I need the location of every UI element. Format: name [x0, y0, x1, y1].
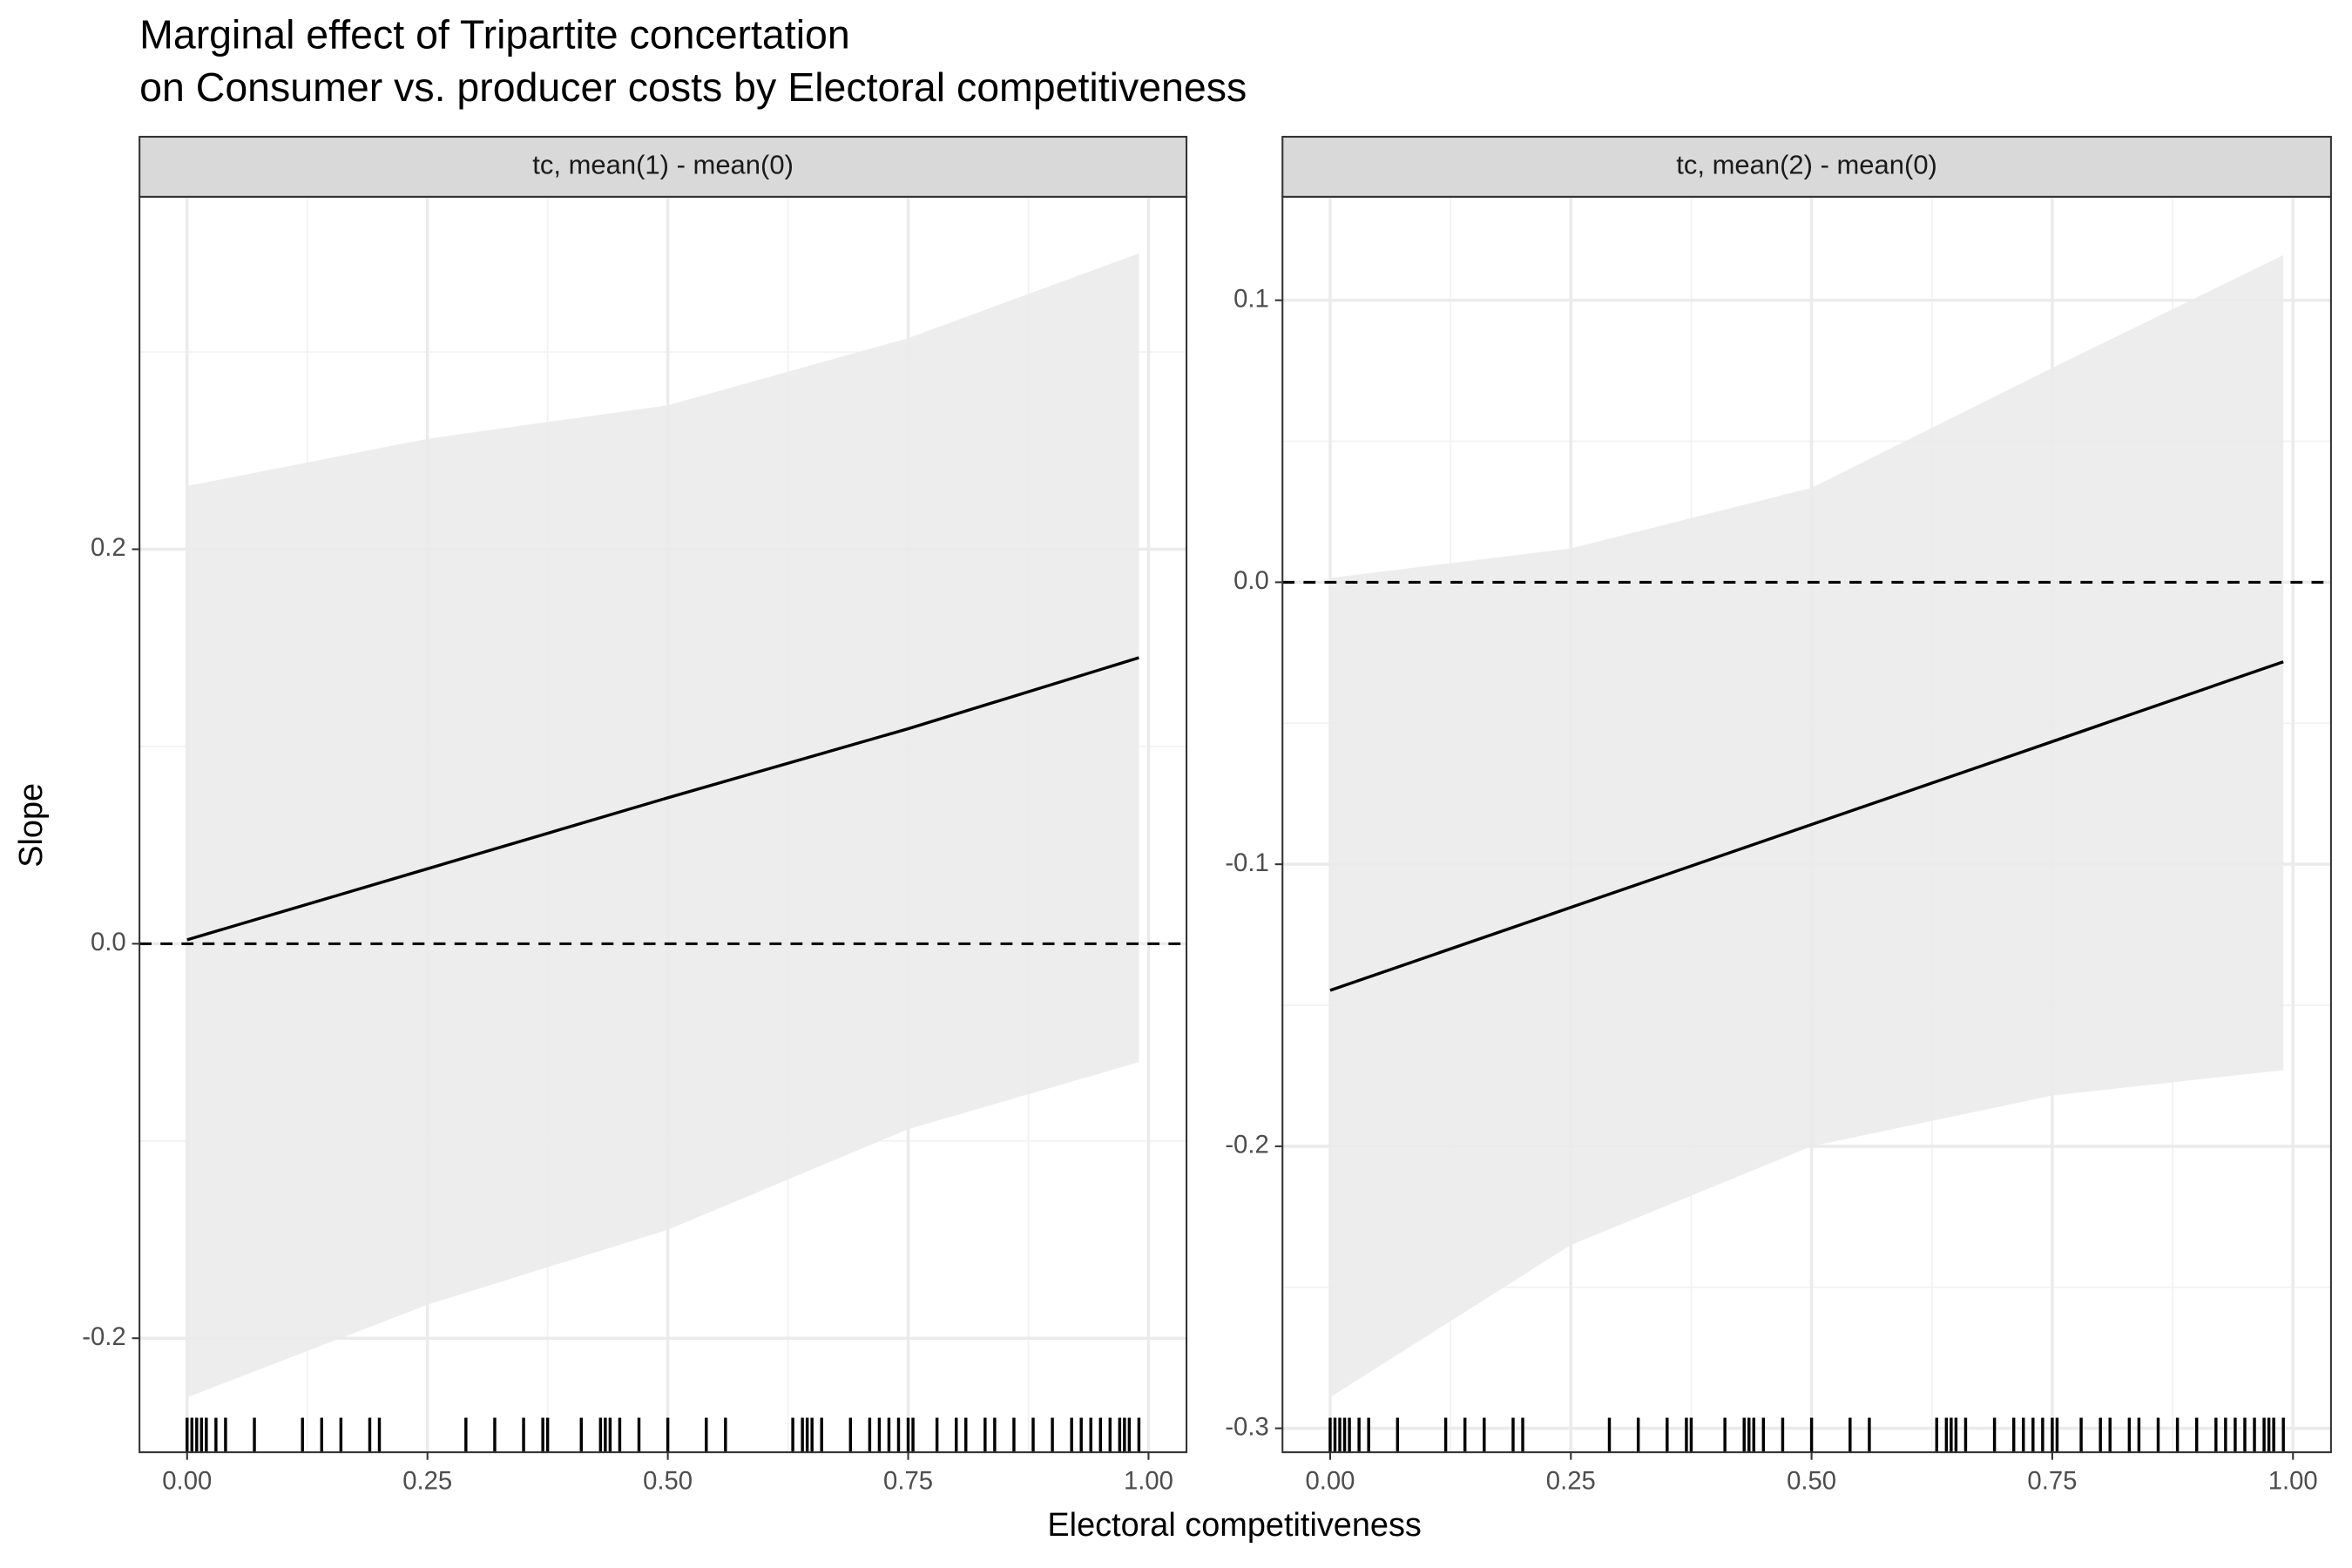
y-tick-label: 0.1 — [1233, 285, 1269, 313]
x-axis-title: Electoral competitiveness — [1047, 1507, 1421, 1544]
y-tick-label: -0.1 — [1225, 849, 1268, 877]
strip-background — [139, 135, 1188, 198]
x-tick-label: 0.50 — [1787, 1467, 1836, 1495]
y-tick-label: 0.0 — [91, 929, 126, 956]
x-tick-label: 0.75 — [883, 1467, 933, 1495]
title-line: Marginal effect of Tripartite concertati… — [139, 12, 850, 57]
x-tick-label: 0.00 — [162, 1467, 212, 1495]
y-tick-label: -0.2 — [1225, 1132, 1268, 1159]
x-tick-label: 1.00 — [1124, 1467, 1173, 1495]
x-tick-label: 0.50 — [643, 1467, 693, 1495]
effect-line — [186, 656, 1139, 942]
x-tick-label: 0.25 — [402, 1467, 452, 1495]
y-tick-label: 0.2 — [91, 534, 126, 562]
y-tick-label: -0.3 — [1225, 1413, 1268, 1441]
y-axis-title: Slope — [13, 783, 50, 868]
y-tick-label: 0.0 — [1233, 567, 1269, 595]
x-tick-label: 1.00 — [2268, 1467, 2318, 1495]
confidence-band — [186, 253, 1139, 1398]
strip-label: tc, mean(1) - mean(0) — [532, 150, 794, 180]
x-tick-label: 0.75 — [2027, 1467, 2077, 1495]
x-tick-label: 0.25 — [1546, 1467, 1596, 1495]
title-line: on Consumer vs. producer costs by Electo… — [139, 64, 1247, 110]
strip-background — [1281, 135, 2332, 198]
effect-line — [1329, 660, 2284, 992]
y-tick-label: -0.2 — [82, 1323, 125, 1351]
x-tick-label: 0.00 — [1305, 1467, 1355, 1495]
strip-label: tc, mean(2) - mean(0) — [1676, 150, 1937, 180]
